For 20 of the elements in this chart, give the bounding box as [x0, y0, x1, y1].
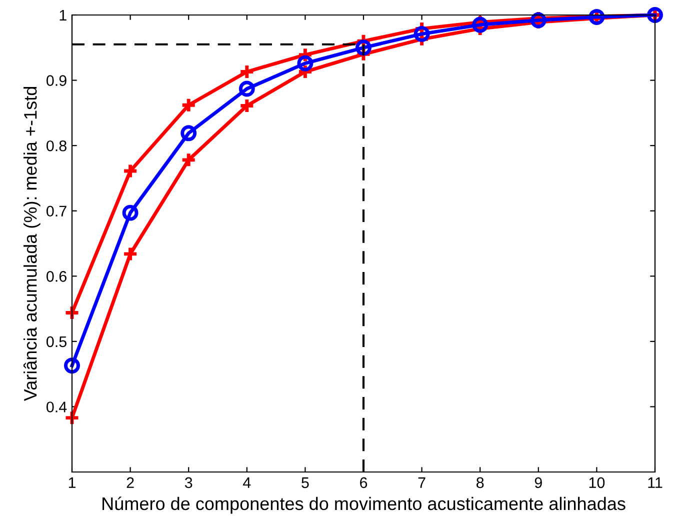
y-axis-title: Variância acumulada (%): media +-1std — [23, 87, 40, 402]
x-tick-label: 7 — [418, 477, 426, 488]
y-tick-label: 0.6 — [46, 271, 66, 282]
x-tick-label: 6 — [360, 477, 368, 488]
x-tick-label: 3 — [184, 477, 192, 488]
x-tick-label: 5 — [302, 477, 309, 488]
x-tick-label: 10 — [589, 477, 605, 488]
x-tick-label: 8 — [476, 477, 484, 488]
x-tick-label: 1 — [68, 477, 76, 488]
y-tick-label: 0.4 — [46, 402, 67, 412]
y-tick-label: 0.8 — [46, 140, 66, 152]
x-tick-label: 4 — [243, 477, 251, 488]
x-tick-label: 2 — [126, 477, 134, 488]
y-tick-label: 1 — [60, 10, 66, 21]
y-tick-label: 0.9 — [46, 75, 66, 86]
y-tick-label: 0.7 — [46, 206, 66, 217]
y-tick-label: 0.5 — [46, 336, 66, 348]
x-axis-title: Número de componentes do movimento acusticamente alinhadas — [102, 496, 626, 514]
x-tick-label: 9 — [534, 477, 542, 488]
x-tick-label: 11 — [648, 477, 662, 488]
